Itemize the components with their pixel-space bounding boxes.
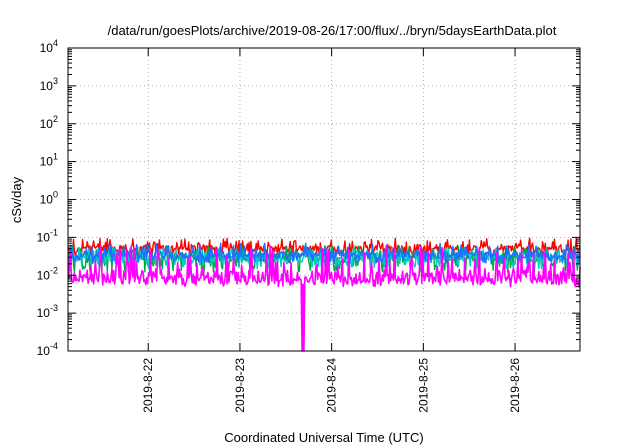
y-tick-label: 10-3 [37,303,58,320]
x-axis-label: Coordinated Universal Time (UTC) [224,430,423,445]
x-tick-label: 2019-8-23 [233,358,247,413]
y-tick-label: 10-1 [37,227,58,244]
y-axis: 10-4 10-3 10-2 10-1 100 101 102 103 104 [37,38,580,358]
y-tick-label: 102 [40,114,58,131]
series-line [67,245,581,352]
grid-lines [68,48,580,351]
y-axis-label: cSv/day [9,176,24,223]
chart-title: /data/run/goesPlots/archive/2019-08-26/1… [108,23,557,38]
x-tick-label: 2019-8-24 [325,358,339,413]
y-tick-label: 100 [40,190,58,207]
series-line [67,242,581,265]
y-tick-label: 104 [40,38,58,55]
y-tick-label: 101 [40,152,58,169]
x-tick-label: 2019-8-25 [416,358,430,413]
data-series [67,237,581,352]
x-tick-label: 2019-8-22 [141,358,155,413]
y-tick-label: 10-2 [37,265,58,282]
y-tick-label: 103 [40,76,58,93]
x-axis: 2019-8-22 2019-8-23 2019-8-24 2019-8-25 2019… [141,48,522,413]
x-tick-label: 2019-8-26 [508,358,522,413]
y-tick-label: 10-4 [37,341,58,358]
